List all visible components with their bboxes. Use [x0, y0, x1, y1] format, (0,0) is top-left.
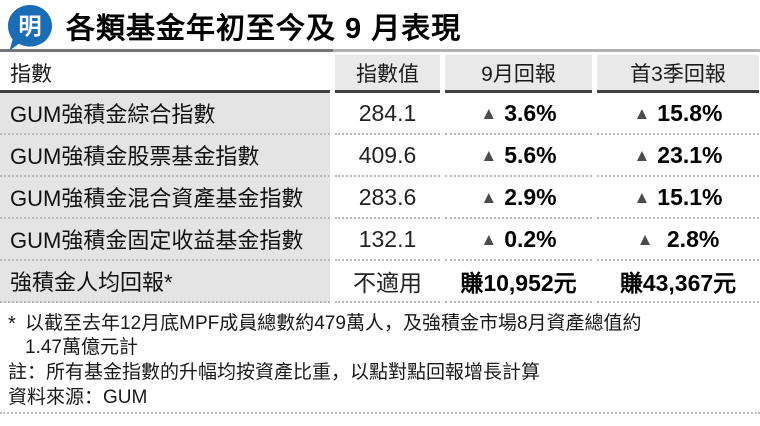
sep-return-cell: ▲ 3.6% — [445, 93, 592, 135]
row-label: GUM強積金股票基金指數 — [0, 135, 330, 177]
up-triangle-icon: ▲ — [633, 187, 651, 207]
footnote-line-1: 以截至去年12月底MPF成員總數約479萬人，及強積金市場8月資產總值約 — [25, 313, 642, 334]
up-triangle-icon: ▲ — [480, 229, 498, 249]
sep-return-cell: ▲ 2.9% — [445, 177, 592, 219]
sep-return-value: 5.6% — [504, 141, 557, 168]
sep-return-cell: 賺10,952元 — [445, 261, 592, 303]
sep-return-value: 賺10,952元 — [460, 270, 577, 296]
column-header-index-value: 指數值 — [335, 55, 440, 93]
sep-return-cell: ▲ 5.6% — [445, 135, 592, 177]
row-label: GUM強積金綜合指數 — [0, 93, 330, 135]
column-header-sep-return: 9月回報 — [445, 55, 592, 93]
mingpao-logo: 明 — [7, 4, 53, 51]
q3-return-value: 15.1% — [657, 183, 723, 210]
index-value: 409.6 — [335, 135, 440, 177]
index-value: 284.1 — [335, 93, 440, 135]
title-underline — [0, 49, 760, 52]
index-value: 不適用 — [335, 261, 440, 303]
sep-return-value: 3.6% — [504, 99, 557, 126]
footnote-text: 以截至去年12月底MPF成員總數約479萬人，及強積金市場8月資產總值約 1.4… — [25, 312, 642, 360]
fund-performance-table: 指數 指數值 9月回報 首3季回報 GUM強積金綜合指數 284.1 ▲ 3.6… — [0, 55, 760, 303]
q3-return-value: 15.8% — [657, 99, 723, 126]
source-line: 資料來源：GUM — [8, 387, 148, 408]
column-header-index: 指數 — [0, 55, 330, 93]
up-triangle-icon: ▲ — [480, 103, 498, 123]
bottom-dotted-rule — [0, 412, 760, 414]
sep-return-value: 2.9% — [504, 183, 557, 210]
footnote-marker: * — [8, 313, 16, 335]
up-triangle-icon: ▲ — [633, 145, 651, 165]
row-label: GUM強積金固定收益基金指數 — [0, 219, 330, 261]
page-title: 各類基金年初至今及 9 月表現 — [66, 13, 462, 45]
index-value: 132.1 — [335, 219, 440, 261]
row-label: GUM強積金混合資產基金指數 — [0, 177, 330, 219]
note-line: 註：所有基金指數的升幅均按資產比重，以點對點回報增長計算 — [8, 362, 541, 383]
footnote-line-2: 1.47萬億元計 — [25, 337, 138, 358]
sep-return-cell: ▲ 0.2% — [445, 219, 592, 261]
column-header-q3-return: 首3季回報 — [597, 55, 759, 93]
index-value: 283.6 — [335, 177, 440, 219]
footnotes: * 以截至去年12月底MPF成員總數約479萬人，及強積金市場8月資產總值約 1… — [8, 312, 752, 410]
q3-return-value: 23.1% — [657, 141, 723, 168]
asterisk-footnote: * 以截至去年12月底MPF成員總數約479萬人，及強積金市場8月資產總值約 1… — [8, 312, 752, 360]
sep-return-value: 0.2% — [504, 225, 557, 252]
q3-return-cell: ▲ 2.8% — [597, 219, 759, 261]
q3-return-cell: ▲ 23.1% — [597, 135, 759, 177]
logo-bubble-icon: 明 — [8, 4, 52, 50]
up-triangle-icon: ▲ — [480, 145, 498, 165]
masthead: 明 各類基金年初至今及 9 月表現 — [0, 0, 760, 51]
row-label: 強積金人均回報* — [0, 261, 330, 303]
up-triangle-icon: ▲ — [480, 187, 498, 207]
up-triangle-icon: ▲ — [633, 103, 651, 123]
q3-return-value: 賺43,367元 — [619, 270, 737, 296]
q3-return-cell: ▲ 15.8% — [597, 93, 759, 135]
logo-text: 明 — [19, 13, 42, 39]
up-triangle-icon: ▲ — [636, 229, 654, 249]
q3-return-value: 2.8% — [660, 225, 720, 252]
q3-return-cell: ▲ 15.1% — [597, 177, 759, 219]
q3-return-cell: 賺43,367元 — [597, 261, 759, 303]
